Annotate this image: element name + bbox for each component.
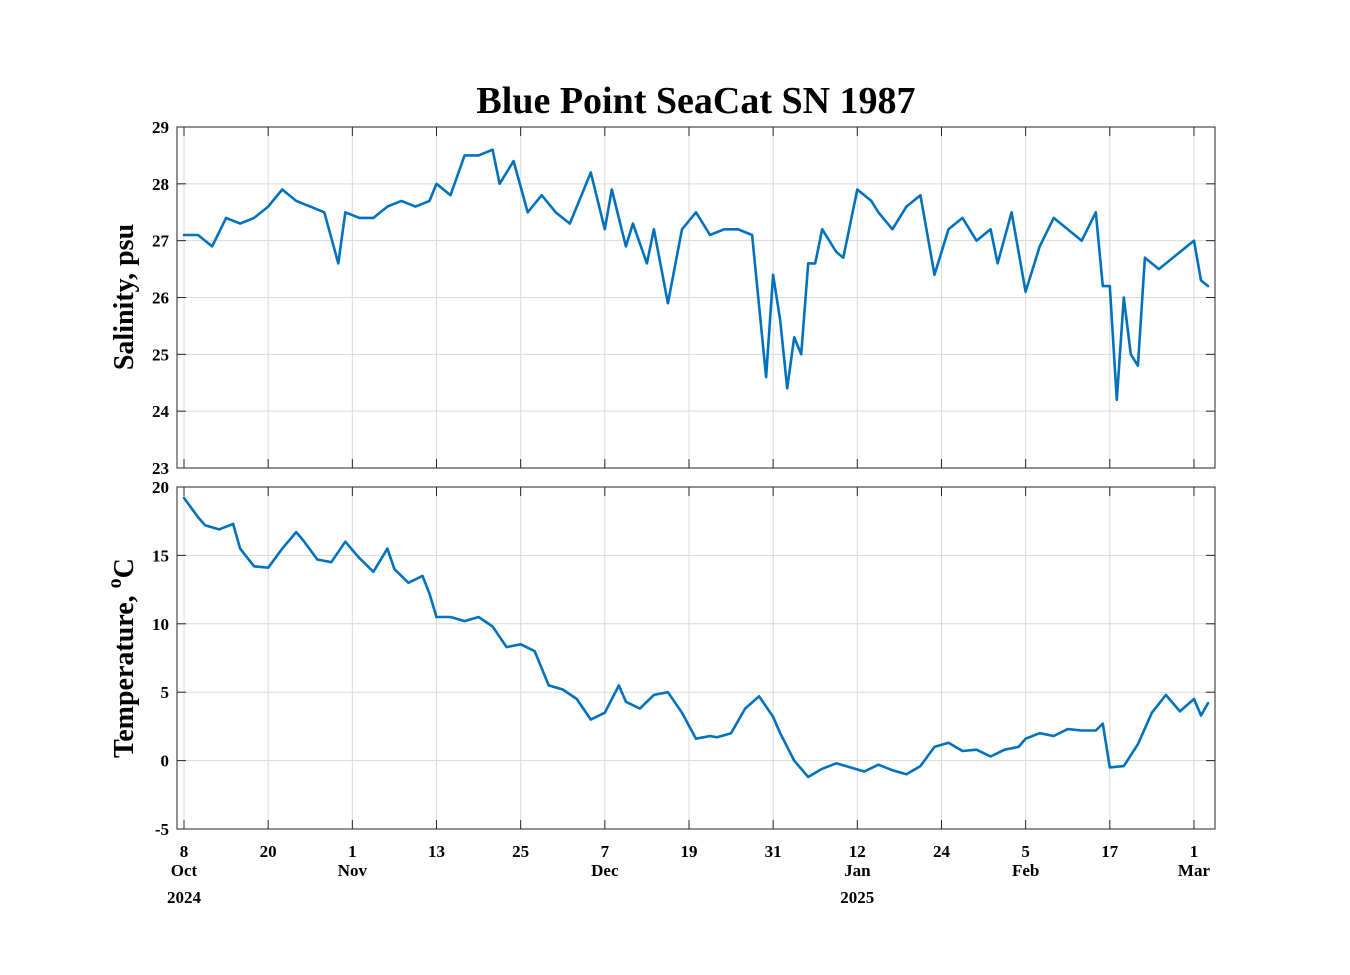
temperature-grid [177,486,1215,830]
temperature-plot-area [176,486,1216,830]
salinity-grid [177,126,1215,469]
x-tick-year-label: 2024 [167,888,202,907]
x-tick-month-label: Nov [338,861,368,880]
y-tick-label: 0 [161,752,170,771]
temperature-series-line [182,496,1210,779]
y-tick-label: 28 [152,175,169,194]
x-tick-month-label: Mar [1178,861,1211,880]
x-tick-month-label: Feb [1012,861,1039,880]
y-tick-label: 25 [152,345,169,364]
x-tick-year-label: 2025 [840,888,874,907]
x-tick-day-label: 5 [1021,842,1030,861]
x-tick-day-label: 20 [260,842,277,861]
x-tick-month-label: Jan [844,861,871,880]
salinity-series-line [182,148,1210,402]
x-tick-day-label: 1 [348,842,357,861]
x-tick-day-label: 24 [933,842,951,861]
temperature-label-degree: o [104,578,126,588]
salinity-panel: 23 24 25 26 27 28 29 Salinity, psu [109,118,1216,478]
y-tick-label: -5 [155,820,169,839]
y-tick-label: 23 [152,459,169,478]
y-tick-label: 20 [152,478,169,497]
x-tick-day-label: 7 [601,842,610,861]
x-tick-month-label: Oct [171,861,198,880]
temperature-ticks: -5 0 5 10 15 20 [152,478,1215,839]
temperature-label-text: Temperature, [109,588,140,758]
salinity-y-axis-label: Salinity, psu [109,224,140,370]
y-tick-label: 10 [152,615,169,634]
x-tick-day-label: 17 [1101,842,1119,861]
x-tick-day-label: 13 [428,842,445,861]
y-tick-label: 26 [152,289,169,308]
temperature-panel: -5 0 5 10 15 20 Temperature, oC [104,478,1216,839]
x-tick-day-label: 31 [765,842,782,861]
x-tick-day-label: 25 [512,842,529,861]
temperature-y-axis-label: Temperature, oC [104,558,140,758]
x-tick-day-label: 1 [1190,842,1199,861]
temperature-label-unit: C [109,558,140,578]
chart-title: Blue Point SeaCat SN 1987 [476,80,915,122]
x-tick-day-label: 19 [680,842,697,861]
y-tick-label: 29 [152,118,169,137]
y-tick-label: 24 [152,402,170,421]
y-tick-label: 5 [161,683,170,702]
salinity-ticks: 23 24 25 26 27 28 29 [152,118,1215,478]
x-tick-month-label: Dec [591,861,619,880]
y-tick-label: 27 [152,232,170,251]
y-tick-label: 15 [152,546,169,565]
x-tick-day-label: 8 [180,842,189,861]
x-tick-day-label: 12 [849,842,866,861]
